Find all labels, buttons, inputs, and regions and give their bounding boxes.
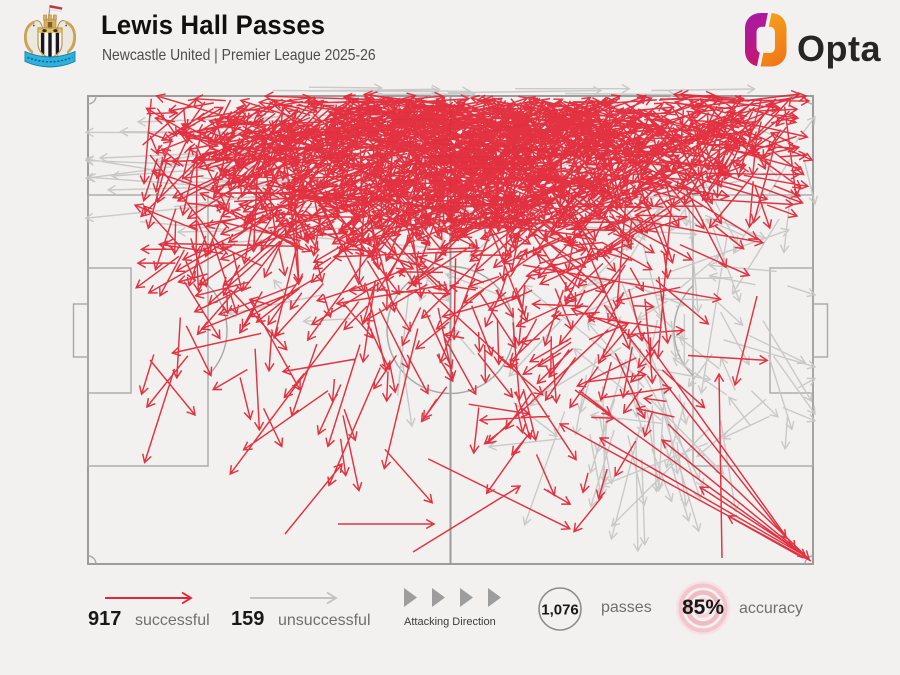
svg-text:Opta: Opta	[797, 28, 881, 69]
